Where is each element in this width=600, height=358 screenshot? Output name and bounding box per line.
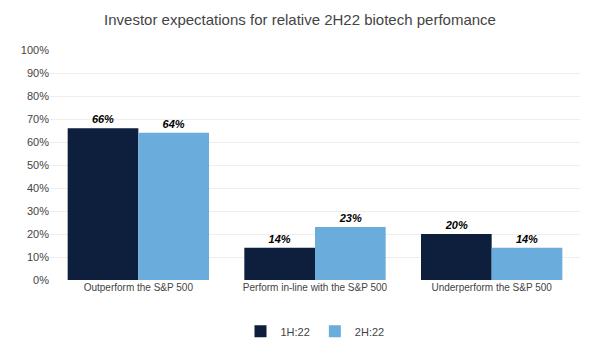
svg-text:14%: 14% (516, 233, 538, 245)
svg-text:40%: 40% (27, 182, 49, 194)
svg-text:64%: 64% (163, 118, 185, 130)
svg-text:30%: 30% (27, 205, 49, 217)
svg-text:90%: 90% (27, 67, 49, 79)
svg-text:66%: 66% (92, 113, 114, 125)
svg-text:50%: 50% (27, 159, 49, 171)
svg-text:20%: 20% (27, 228, 49, 240)
svg-text:100%: 100% (21, 44, 49, 56)
svg-text:60%: 60% (27, 136, 49, 148)
svg-text:23%: 23% (339, 212, 362, 224)
svg-text:Investor expectations for rela: Investor expectations for relative 2H22 … (104, 11, 496, 28)
svg-text:70%: 70% (27, 113, 49, 125)
svg-text:Underperform the S&P 500: Underperform the S&P 500 (431, 282, 552, 293)
svg-text:2H:22: 2H:22 (355, 326, 384, 338)
svg-text:Outperform the S&P 500: Outperform the S&P 500 (84, 282, 194, 293)
svg-text:1H:22: 1H:22 (281, 326, 310, 338)
svg-text:20%: 20% (445, 219, 468, 231)
svg-text:Perform in-line with the S&P 5: Perform in-line with the S&P 500 (243, 282, 388, 293)
svg-text:10%: 10% (27, 251, 49, 263)
svg-text:14%: 14% (269, 233, 291, 245)
svg-text:80%: 80% (27, 90, 49, 102)
svg-text:0%: 0% (33, 274, 49, 286)
